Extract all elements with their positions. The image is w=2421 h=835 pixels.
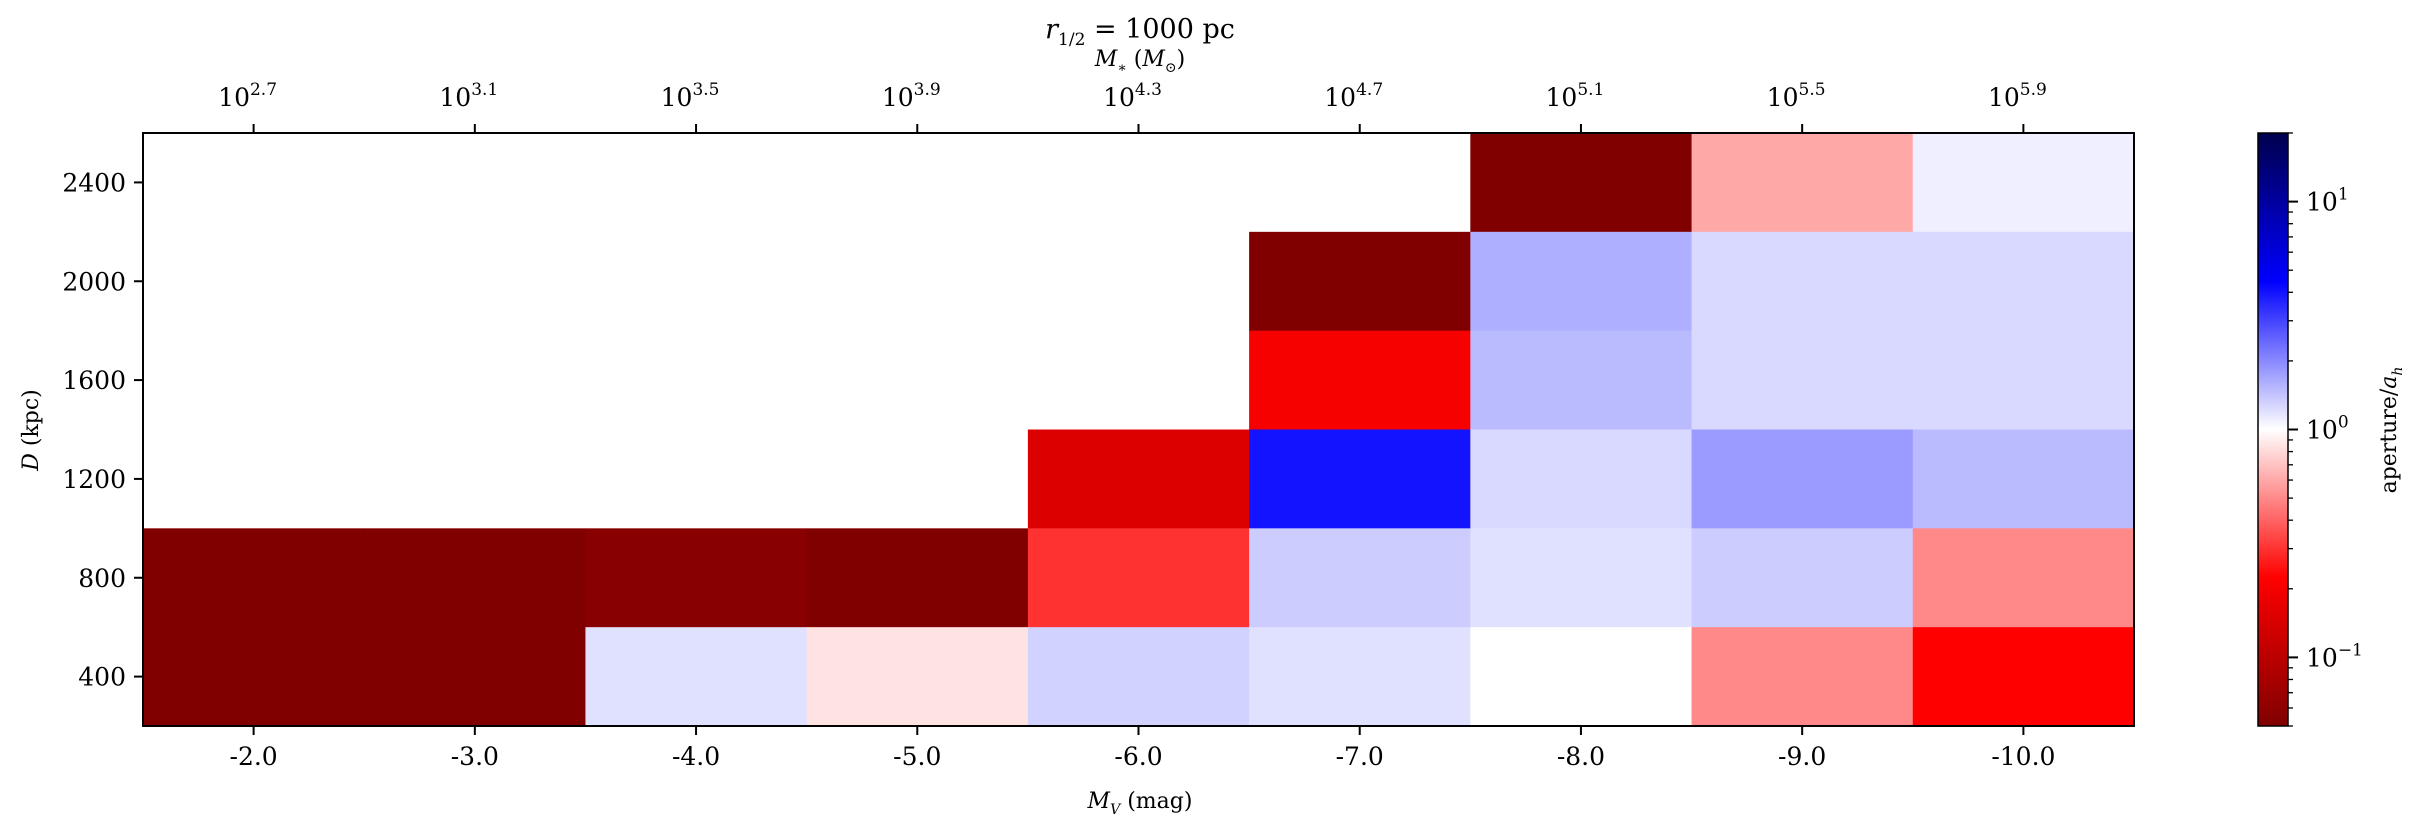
x-tick-label: -4.0 [672, 742, 720, 771]
x-tick-label: -9.0 [1778, 742, 1826, 771]
heatmap-cell [1912, 429, 2135, 529]
heatmap-cell [1249, 231, 1471, 332]
top-x-tick-label: 102.7 [218, 80, 277, 112]
heatmap-cell [364, 627, 587, 727]
colorbar-tick-label: 10−1 [2306, 640, 2363, 672]
heatmap-cell [1691, 528, 1914, 628]
top-x-tick-label: 104.7 [1324, 80, 1383, 112]
y-tick-label: 1600 [62, 366, 126, 395]
top-x-tick-label: 103.5 [661, 80, 720, 112]
x-tick-label: -6.0 [1114, 742, 1162, 771]
heatmap-cell [1912, 330, 2135, 431]
heatmap-cell [1470, 231, 1693, 332]
heatmap-cell [1691, 627, 1914, 727]
top-x-tick-label: 103.9 [882, 80, 941, 112]
chart-title: r1/2 = 1000 pc [1045, 14, 1235, 50]
top-x-tick-label: 105.5 [1767, 80, 1826, 112]
heatmap-cell [1470, 528, 1693, 628]
heatmap-cell [585, 627, 808, 727]
heatmap-cell [1470, 429, 1693, 529]
heatmap-cell [806, 627, 1029, 727]
heatmap-cell [1470, 133, 1693, 233]
heatmap-cell [1249, 330, 1471, 431]
heatmap-cell [1249, 429, 1471, 529]
x-tick-label: -3.0 [451, 742, 499, 771]
top-x-tick-label: 105.1 [1546, 80, 1605, 112]
heatmap-cell [1912, 528, 2135, 628]
x-tick-label: -8.0 [1557, 742, 1605, 771]
y-tick-label: 800 [78, 564, 126, 593]
heatmap-cell [1249, 528, 1471, 628]
heatmap-cell [1912, 231, 2135, 332]
top-axis-label: M∗ (M⊙) [1094, 47, 1185, 76]
heatmap-cell [1691, 231, 1914, 332]
heatmap-cell [1249, 627, 1471, 727]
colorbar-tick-label: 100 [2306, 413, 2349, 445]
x-axis-label: MV (mag) [1087, 789, 1193, 818]
colorbar-gradient [2257, 132, 2289, 727]
colorbar-label: aperture/ah [2377, 367, 2406, 494]
colorbar-tick-label: 101 [2306, 185, 2349, 217]
heatmap-cell [1470, 330, 1693, 431]
y-axis: 400 800 1200 1600 2000 2400 [62, 168, 143, 692]
x-axis: -2.0 -3.0 -4.0 -5.0 -6.0 -7.0 -8.0 -9.0 -10.0 [230, 726, 2055, 771]
heatmap-cell [1027, 627, 1250, 727]
y-tick-label: 2400 [62, 168, 126, 197]
heatmap-cell [1027, 528, 1250, 628]
top-x-tick-label: 103.1 [439, 80, 498, 112]
top-x-tick-label: 105.9 [1988, 80, 2047, 112]
heatmap-cell [1691, 330, 1914, 431]
heatmap-cell [806, 528, 1029, 628]
x-tick-label: -5.0 [893, 742, 941, 771]
heatmap-cell [1912, 133, 2135, 233]
heatmap-cell [143, 528, 365, 628]
heatmap-cells [143, 133, 2135, 727]
y-tick-label: 400 [78, 663, 126, 692]
heatmap-cell [1691, 429, 1914, 529]
x-tick-label: -10.0 [1991, 742, 2055, 771]
heatmap-cell [1691, 133, 1914, 233]
y-tick-label: 1200 [62, 465, 126, 494]
top-x-tick-label: 104.3 [1103, 80, 1162, 112]
colorbar: 101 100 10−1 [2257, 132, 2363, 727]
x-tick-label: -7.0 [1336, 742, 1384, 771]
heatmap-cell [585, 528, 808, 628]
y-axis-label: D (kpc) [19, 389, 44, 472]
heatmap-cell [1912, 627, 2135, 727]
top-x-axis: 102.7 103.1 103.5 103.9 104.3 104.7 105.1 105.5… [218, 80, 2047, 133]
heatmap-cell [143, 627, 365, 727]
heatmap-cell [1027, 429, 1250, 529]
heatmap-cell [1470, 627, 1693, 727]
heatmap-cell [364, 528, 587, 628]
x-tick-label: -2.0 [230, 742, 278, 771]
y-tick-label: 2000 [62, 267, 126, 296]
